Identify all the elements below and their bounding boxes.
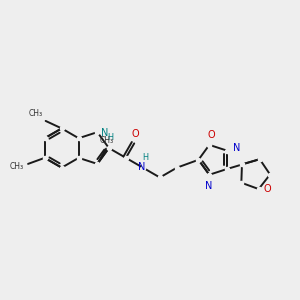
Text: N: N (100, 128, 108, 138)
Text: O: O (208, 130, 215, 140)
Text: O: O (131, 130, 139, 140)
Text: CH₃: CH₃ (100, 136, 114, 145)
Text: O: O (264, 184, 271, 194)
Text: H: H (142, 153, 148, 162)
Text: H: H (107, 133, 113, 142)
Text: N: N (138, 162, 146, 172)
Text: CH₃: CH₃ (28, 109, 43, 118)
Text: N: N (233, 142, 240, 153)
Text: CH₃: CH₃ (10, 162, 24, 171)
Text: N: N (205, 181, 212, 190)
